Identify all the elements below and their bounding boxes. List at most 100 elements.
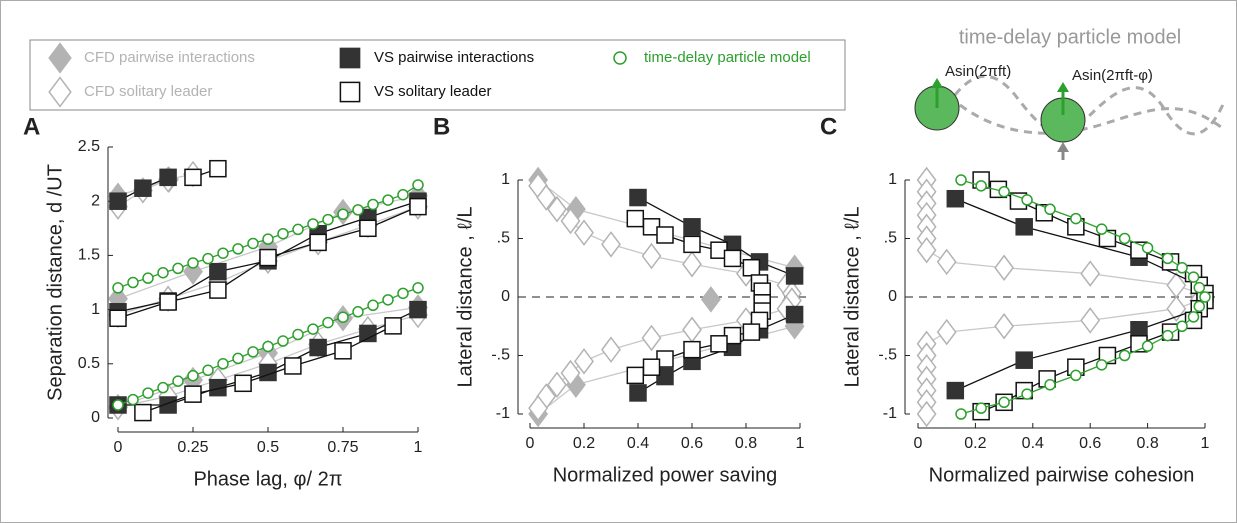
marker [1187, 311, 1200, 323]
marker [412, 282, 424, 294]
wave [953, 74, 1227, 136]
marker [109, 309, 127, 328]
marker [528, 394, 549, 422]
marker [1141, 242, 1154, 254]
marker [955, 408, 967, 420]
arrow-head [1057, 142, 1069, 152]
marker [112, 282, 124, 294]
marker [159, 293, 177, 311]
marker [127, 276, 139, 289]
marker [723, 249, 742, 268]
marker [352, 306, 364, 318]
marker [1015, 218, 1033, 236]
marker [641, 324, 662, 352]
y-axis-label: Separation distance, d /UT [44, 164, 66, 401]
marker [262, 233, 274, 245]
marker [641, 242, 662, 270]
y-tick-label: 0.5 [78, 355, 100, 372]
marker [1095, 359, 1108, 371]
marker [1095, 223, 1108, 235]
marker [682, 316, 702, 344]
series-line [960, 179, 1206, 415]
y-tick-label: 1 [91, 301, 100, 318]
marker [683, 340, 701, 359]
marker [1080, 260, 1101, 287]
marker [247, 346, 259, 358]
marker [936, 248, 957, 276]
marker [184, 168, 202, 187]
x-tick-label: 0.8 [1136, 435, 1158, 452]
marker [247, 237, 259, 250]
marker [202, 252, 214, 265]
series-line [925, 299, 1200, 414]
marker [334, 342, 352, 360]
legend-label: VS pairwise interactions [374, 49, 534, 66]
marker [998, 185, 1010, 198]
legend-label: CFD solitary leader [84, 83, 212, 100]
series-line [955, 308, 1200, 392]
marker [142, 387, 154, 399]
legend-label: VS solitary leader [374, 83, 492, 100]
y-tick-label: 2 [91, 192, 100, 209]
marker [134, 179, 152, 197]
marker [1199, 291, 1211, 303]
marker [946, 381, 965, 400]
marker [560, 207, 581, 235]
marker [209, 159, 227, 178]
marker [134, 403, 152, 422]
marker [536, 184, 557, 211]
marker [202, 364, 214, 377]
marker [112, 399, 124, 411]
marker [601, 231, 621, 258]
marker [601, 336, 621, 363]
y-tick-label: -1 [496, 405, 510, 422]
x-tick-label: 1 [796, 435, 805, 452]
legend-label: time-delay particle model [644, 49, 811, 66]
marker [367, 299, 379, 312]
y-tick-label: -.5 [491, 347, 510, 364]
marker [1161, 252, 1174, 265]
y-tick-label: 0 [888, 288, 897, 305]
marker [127, 393, 139, 406]
marker [785, 305, 804, 324]
series-line [117, 173, 194, 208]
marker [322, 213, 334, 226]
marker [412, 179, 424, 191]
x-tick-label: 0 [526, 435, 535, 452]
marker [292, 328, 304, 341]
marker [277, 227, 289, 240]
marker [209, 262, 227, 281]
x-tick-label: 0 [114, 439, 123, 456]
marker [1021, 388, 1033, 400]
marker [217, 358, 229, 370]
x-tick-label: 0.5 [257, 439, 279, 456]
marker [1070, 369, 1082, 382]
marker [1015, 351, 1033, 369]
y-tick-label: 2.5 [78, 138, 100, 155]
marker [157, 266, 169, 279]
panel-letter: C [820, 113, 837, 140]
x-tick-label: 0.4 [1022, 435, 1044, 452]
marker [307, 218, 319, 230]
marker [1176, 320, 1188, 332]
x-axis-label: Phase lag, φ/ 2π [193, 468, 342, 490]
x-tick-label: 0.75 [327, 439, 358, 456]
marker [656, 367, 674, 386]
x-tick-label: 0.6 [1079, 435, 1101, 452]
marker [172, 375, 184, 387]
marker [683, 218, 701, 236]
marker [1044, 379, 1056, 391]
marker [397, 287, 409, 300]
marker [742, 323, 761, 341]
marker [384, 317, 402, 335]
marker [683, 235, 701, 254]
marker [157, 381, 169, 394]
y-tick-label: 0 [501, 288, 510, 305]
x-tick-label: 0.4 [627, 435, 649, 452]
marker [259, 248, 277, 267]
marker [159, 396, 177, 414]
marker [309, 338, 327, 357]
legend: CFD pairwise interactions CFD solitary le… [84, 49, 811, 100]
arrow-head [1057, 82, 1069, 92]
